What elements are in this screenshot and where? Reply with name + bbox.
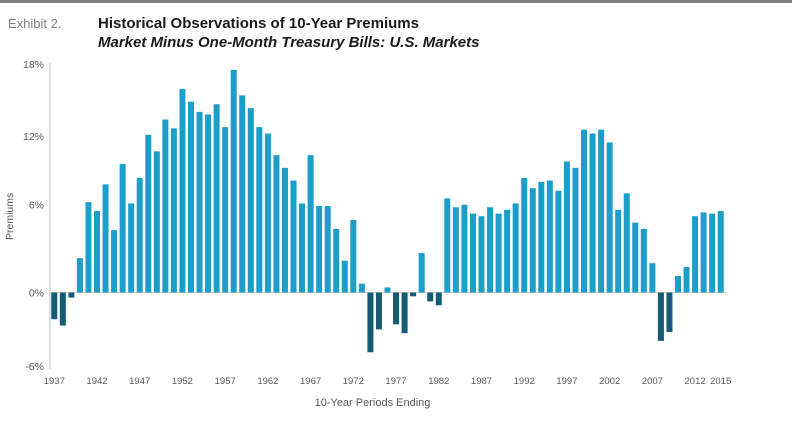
svg-text:18%: 18% (23, 59, 44, 71)
svg-text:1957: 1957 (215, 376, 236, 387)
svg-text:1997: 1997 (556, 376, 577, 387)
svg-text:2002: 2002 (599, 376, 620, 387)
svg-text:1972: 1972 (343, 376, 364, 387)
svg-text:2012: 2012 (685, 376, 706, 387)
svg-text:2015: 2015 (710, 376, 731, 387)
svg-text:12%: 12% (23, 131, 44, 143)
svg-text:0%: 0% (29, 288, 44, 300)
svg-text:1952: 1952 (172, 376, 193, 387)
svg-text:1937: 1937 (44, 376, 65, 387)
svg-text:-6%: -6% (25, 361, 44, 373)
svg-text:1962: 1962 (257, 376, 278, 387)
svg-text:1982: 1982 (428, 376, 449, 387)
svg-text:2007: 2007 (642, 376, 663, 387)
svg-text:1942: 1942 (86, 376, 107, 387)
svg-text:1967: 1967 (300, 376, 321, 387)
svg-text:1992: 1992 (514, 376, 535, 387)
svg-text:6%: 6% (29, 199, 44, 211)
svg-text:1987: 1987 (471, 376, 492, 387)
svg-text:1947: 1947 (129, 376, 150, 387)
svg-text:1977: 1977 (385, 376, 406, 387)
